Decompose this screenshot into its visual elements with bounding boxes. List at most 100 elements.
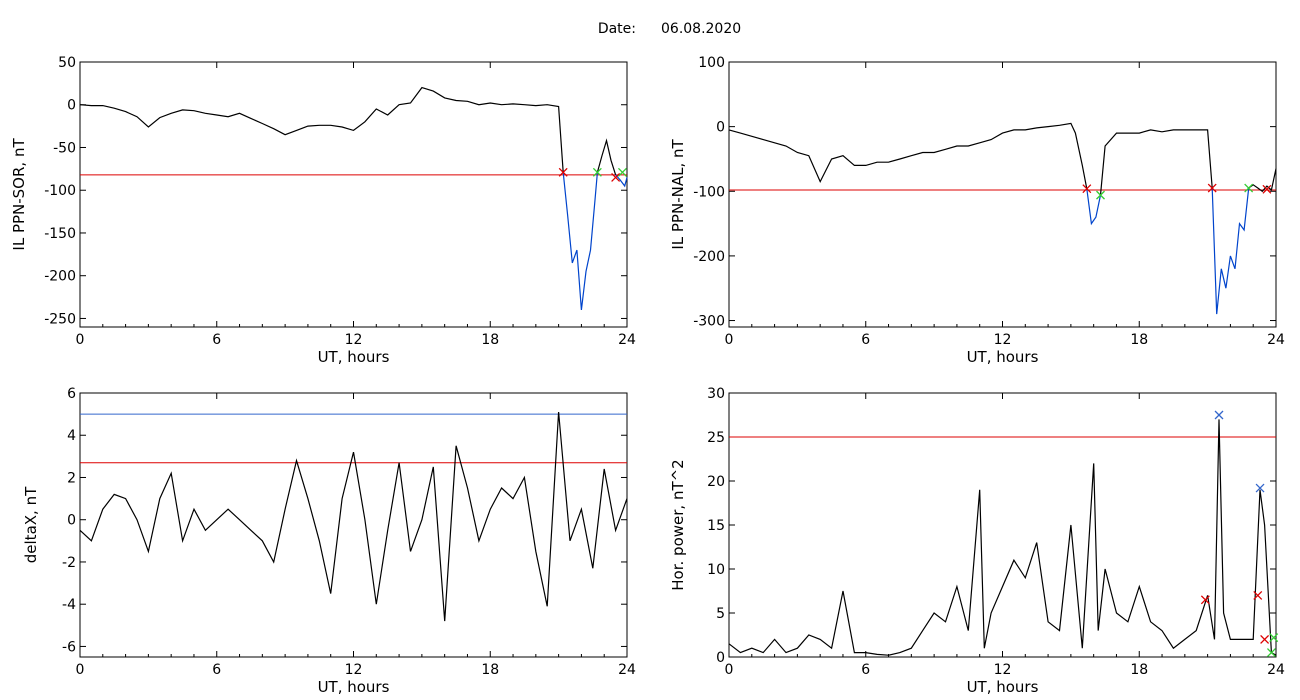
event-marker bbox=[1082, 184, 1092, 194]
series-line bbox=[596, 138, 617, 175]
series-line bbox=[728, 419, 1277, 656]
x-tick-label: 12 bbox=[345, 332, 363, 348]
x-axis-label: UT, hours bbox=[318, 348, 390, 366]
plot-frame bbox=[728, 61, 1277, 328]
y-tick-label: 30 bbox=[707, 386, 725, 402]
x-tick-label: 0 bbox=[725, 332, 734, 348]
chart-panel-1: 0 6 12 18 24 50 0 -50 -100 -150 -200 -250 UT, hours I… bbox=[10, 55, 636, 366]
y-tick-label: -50 bbox=[53, 140, 76, 156]
y-tick-label: 6 bbox=[67, 386, 76, 402]
x-tick-label: 12 bbox=[994, 662, 1012, 678]
y-tick-label: -100 bbox=[44, 183, 76, 199]
event-marker-stroke bbox=[558, 167, 568, 177]
y-tick-label: 0 bbox=[67, 513, 76, 529]
y-tick-label: -200 bbox=[44, 269, 76, 285]
event-marker bbox=[1253, 590, 1263, 600]
series-line bbox=[1099, 129, 1213, 196]
x-tick-label: 6 bbox=[212, 332, 221, 348]
y-axis-label: IL PPN-NAL, nT bbox=[669, 139, 687, 250]
y-tick-label: 0 bbox=[67, 98, 76, 114]
event-marker-stroke bbox=[1082, 184, 1092, 194]
event-marker bbox=[1096, 190, 1105, 200]
event-marker-stroke bbox=[1262, 184, 1272, 194]
y-tick-label: 100 bbox=[698, 55, 725, 71]
date-label: Date: bbox=[598, 21, 636, 37]
x-tick-label: 6 bbox=[861, 662, 870, 678]
x-tick-label: 24 bbox=[618, 662, 636, 678]
y-tick-label: 15 bbox=[707, 518, 725, 534]
event-marker bbox=[1266, 648, 1276, 658]
x-axis-label: UT, hours bbox=[967, 678, 1039, 696]
series-line bbox=[728, 122, 1088, 189]
x-tick-label: 12 bbox=[345, 662, 363, 678]
x-tick-label: 0 bbox=[725, 662, 734, 678]
x-tick-label: 0 bbox=[76, 332, 85, 348]
y-tick-label: 2 bbox=[67, 470, 76, 486]
event-marker bbox=[558, 167, 568, 177]
event-marker-stroke bbox=[1260, 634, 1270, 644]
event-marker bbox=[1214, 410, 1224, 420]
x-tick-label: 0 bbox=[76, 662, 85, 678]
event-marker-stroke bbox=[1244, 183, 1254, 193]
event-marker-stroke bbox=[611, 172, 621, 182]
event-marker-stroke bbox=[1269, 633, 1279, 643]
event-marker bbox=[592, 167, 602, 177]
y-tick-label: -6 bbox=[62, 639, 76, 655]
series-line bbox=[1248, 168, 1277, 193]
plot-frame bbox=[728, 392, 1277, 658]
x-tick-label: 24 bbox=[1267, 332, 1285, 348]
event-marker-stroke bbox=[1214, 410, 1224, 420]
y-tick-label: 25 bbox=[707, 430, 725, 446]
event-marker-stroke bbox=[1096, 190, 1105, 200]
event-marker-stroke bbox=[1266, 648, 1276, 658]
series-line bbox=[562, 172, 598, 310]
chart-panel-4: 0 6 12 18 24 0 5 10 15 20 25 30 UT, hours Hor. power,… bbox=[669, 386, 1285, 696]
plot-frame bbox=[79, 392, 628, 658]
y-tick-label: -100 bbox=[693, 184, 725, 200]
series-line bbox=[79, 86, 564, 173]
y-tick-label: 0 bbox=[716, 120, 725, 136]
y-tick-label: 20 bbox=[707, 474, 725, 490]
y-tick-label: 0 bbox=[716, 650, 725, 666]
y-axis-label: deltaX, nT bbox=[22, 486, 40, 563]
event-marker bbox=[1269, 633, 1279, 643]
x-tick-label: 6 bbox=[212, 662, 221, 678]
date-value: 06.08.2020 bbox=[661, 21, 741, 37]
event-marker-stroke bbox=[617, 167, 627, 177]
event-marker-stroke bbox=[1200, 595, 1210, 605]
x-tick-label: 24 bbox=[618, 332, 636, 348]
series-line bbox=[1211, 187, 1250, 315]
x-tick-label: 24 bbox=[1267, 662, 1285, 678]
y-axis-label: Hor. power, nT^2 bbox=[669, 459, 687, 590]
plot-frame bbox=[79, 61, 628, 328]
event-marker bbox=[1200, 595, 1210, 605]
x-tick-label: 6 bbox=[861, 332, 870, 348]
event-marker-stroke bbox=[1253, 590, 1263, 600]
x-tick-label: 18 bbox=[1130, 662, 1148, 678]
y-tick-label: 5 bbox=[716, 606, 725, 622]
y-axis-label: IL PPN-SOR, nT bbox=[10, 138, 28, 251]
x-tick-label: 18 bbox=[1130, 332, 1148, 348]
series-line bbox=[1086, 188, 1102, 226]
event-marker bbox=[1255, 483, 1265, 493]
y-tick-label: -4 bbox=[62, 597, 76, 613]
series-line bbox=[79, 411, 628, 622]
chart-panel-3: 0 6 12 18 24 6 4 2 0 -2 -4 -6 UT, hours deltaX, nT bbox=[22, 386, 636, 696]
y-tick-label: -150 bbox=[44, 226, 76, 242]
y-tick-label: 4 bbox=[67, 428, 76, 444]
y-tick-label: 50 bbox=[58, 55, 76, 71]
event-marker bbox=[1262, 184, 1272, 194]
event-marker bbox=[1207, 183, 1217, 193]
y-tick-label: -200 bbox=[693, 249, 725, 265]
y-tick-label: -250 bbox=[44, 311, 76, 327]
x-axis-label: UT, hours bbox=[967, 348, 1039, 366]
x-tick-label: 18 bbox=[481, 332, 499, 348]
event-marker-stroke bbox=[592, 167, 602, 177]
event-marker-stroke bbox=[1255, 483, 1265, 493]
event-marker bbox=[1244, 183, 1254, 193]
event-marker bbox=[617, 167, 627, 177]
x-tick-label: 18 bbox=[481, 662, 499, 678]
event-marker bbox=[1260, 634, 1270, 644]
event-marker-stroke bbox=[1207, 183, 1217, 193]
